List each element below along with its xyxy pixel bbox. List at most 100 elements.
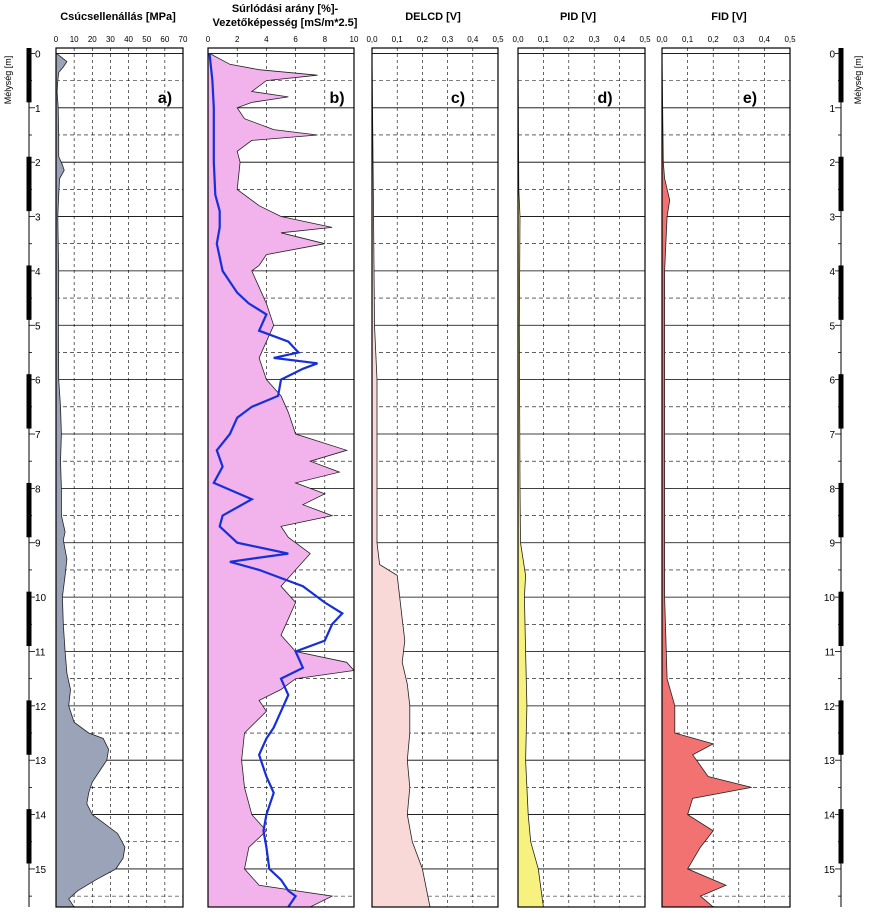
depth-scale-left-label: 2 xyxy=(35,158,41,169)
panel-b-label: b) xyxy=(329,90,344,107)
depth-scale-right-bar xyxy=(838,374,844,429)
depth-scale-left-label: 12 xyxy=(35,702,47,713)
depth-scale-left-label: 15 xyxy=(35,865,47,876)
panel-a-series-0-area xyxy=(55,52,126,908)
depth-scale-right-label: 7 xyxy=(829,430,835,441)
depth-scale-right-bar xyxy=(838,265,844,320)
panel-b-frame xyxy=(207,47,355,908)
panel-d-xtick-label: 0,0 xyxy=(512,35,524,44)
panel-e-xtick-label: 0,1 xyxy=(682,35,694,44)
panel-b-xtick-label: 0 xyxy=(206,35,211,44)
panel-c-xtick-label: 0,4 xyxy=(467,35,479,44)
depth-scale-right-bar xyxy=(838,482,844,538)
depth-scale-right-label: 14 xyxy=(824,811,836,822)
panel-a-xtick-label: 30 xyxy=(106,35,115,44)
depth-scale-left-label: 7 xyxy=(35,430,41,441)
panel-a-xtick-label: 50 xyxy=(142,35,151,44)
panel-b-xtick-label: 2 xyxy=(235,35,240,44)
panel-c-label: c) xyxy=(451,90,465,107)
depth-scale-left-label: 3 xyxy=(35,213,41,224)
panel-d-series-0-area xyxy=(517,53,544,908)
depth-scale-left-label: 14 xyxy=(35,811,47,822)
depth-scale-left-bar xyxy=(26,809,32,864)
panel-e-xtick-label: 0,2 xyxy=(708,35,720,44)
depth-scale-right-bar xyxy=(838,809,844,864)
panel-e-xtick-label: 0,3 xyxy=(733,35,745,44)
depth-scale-right-label: 13 xyxy=(824,756,836,767)
depth-scale-left-label: 10 xyxy=(35,593,47,604)
panel-c-xtick-label: 0,3 xyxy=(442,35,454,44)
panel-d-xtick-label: 0,4 xyxy=(614,35,626,44)
depth-scale-right-bar xyxy=(838,156,844,212)
panel-a-frame xyxy=(55,47,184,908)
depth-scale-right-label: 12 xyxy=(824,702,836,713)
depth-scale-right-label: 5 xyxy=(829,321,835,332)
panel-d-xtick-label: 0,5 xyxy=(639,35,651,44)
panel-a-title: Csúcsellenállás [MPa] xyxy=(60,11,176,23)
panel-b-title: Súrlódási arány [%]- xyxy=(232,3,339,15)
panel-a-xtick-label: 10 xyxy=(70,35,79,44)
panel-e-xtick-label: 0,4 xyxy=(759,35,771,44)
panel-d-frame xyxy=(517,47,646,908)
panel-b-xtick-label: 6 xyxy=(293,35,298,44)
depth-scale-left-title: Mélység [m] xyxy=(3,56,13,105)
depth-scale-left-bar xyxy=(26,700,32,755)
panel-d-xtick-label: 0,1 xyxy=(538,35,550,44)
panel-c-title: DELCD [V] xyxy=(405,11,461,23)
panel-d-xtick-label: 0,2 xyxy=(563,35,575,44)
axes-layer xyxy=(26,47,844,908)
panel-e-frame xyxy=(661,47,791,908)
panel-a-label: a) xyxy=(158,90,172,107)
depth-scale-left-label: 11 xyxy=(35,647,46,658)
depth-scale-right-label: 3 xyxy=(829,213,835,224)
panel-a-xtick-label: 20 xyxy=(88,35,97,44)
panel-e-title: FID [V] xyxy=(711,11,747,23)
data-layer xyxy=(55,52,752,908)
depth-scale-left-label: 8 xyxy=(35,484,41,495)
panel-b-xtick-label: 8 xyxy=(323,35,328,44)
depth-scale-left-label: 0 xyxy=(35,49,41,60)
depth-scale-right-bar xyxy=(838,48,844,103)
depth-scale-left-bar xyxy=(26,48,32,103)
depth-scale-right-label: 4 xyxy=(829,267,835,278)
panel-b-series-0-area xyxy=(207,52,355,908)
depth-scale-right-bar xyxy=(838,591,844,647)
panel-c-frame xyxy=(371,47,499,908)
panel-b-series-1-line xyxy=(208,53,345,908)
depth-scale-left-bar xyxy=(26,265,32,320)
depth-scale-right-label: 6 xyxy=(829,376,835,387)
depth-scale-left-label: 9 xyxy=(35,539,41,550)
depth-scale-right-label: 11 xyxy=(825,647,836,658)
panel-d-background xyxy=(518,48,645,907)
panel-c-xtick-label: 0,5 xyxy=(492,35,504,44)
depth-scale-right-bar xyxy=(838,700,844,755)
panel-a-xtick-label: 0 xyxy=(54,35,59,44)
depth-scale-left-label: 4 xyxy=(35,267,41,278)
panel-a-xtick-label: 60 xyxy=(160,35,169,44)
depth-scale-left-bar xyxy=(26,374,32,429)
depth-scale-left-bar xyxy=(26,591,32,647)
panel-c-xtick-label: 0,1 xyxy=(392,35,404,44)
panel-a-xtick-label: 40 xyxy=(124,35,133,44)
panel-c-xtick-label: 0,0 xyxy=(366,35,378,44)
depth-scale-right-label: 2 xyxy=(829,158,835,169)
depth-scale-right-label: 10 xyxy=(824,593,836,604)
panel-d-title: PID [V] xyxy=(560,11,596,23)
depth-scale-left-label: 6 xyxy=(35,376,41,387)
depth-scale-left-label: 13 xyxy=(35,756,47,767)
panel-e-xtick-label: 0,5 xyxy=(784,35,796,44)
depth-scale-left-bar xyxy=(26,482,32,538)
panel-a-xtick-label: 70 xyxy=(179,35,188,44)
depth-scale-right-label: 9 xyxy=(829,539,835,550)
panel-d-xtick-label: 0,3 xyxy=(589,35,601,44)
panel-e-xtick-label: 0,0 xyxy=(656,35,668,44)
panel-b-xtick-label: 4 xyxy=(264,35,269,44)
panel-c-series-0-area xyxy=(371,53,431,908)
depth-scale-left-bar xyxy=(26,156,32,212)
panel-b-xtick-label: 10 xyxy=(350,35,359,44)
panel-c-xtick-label: 0,2 xyxy=(417,35,429,44)
panel-b-title: Vezetőképesség [mS/m*2.5] xyxy=(213,17,358,29)
depth-scale-right-title: Mélység [m] xyxy=(853,56,863,105)
panel-e-series-0-area xyxy=(661,53,752,908)
